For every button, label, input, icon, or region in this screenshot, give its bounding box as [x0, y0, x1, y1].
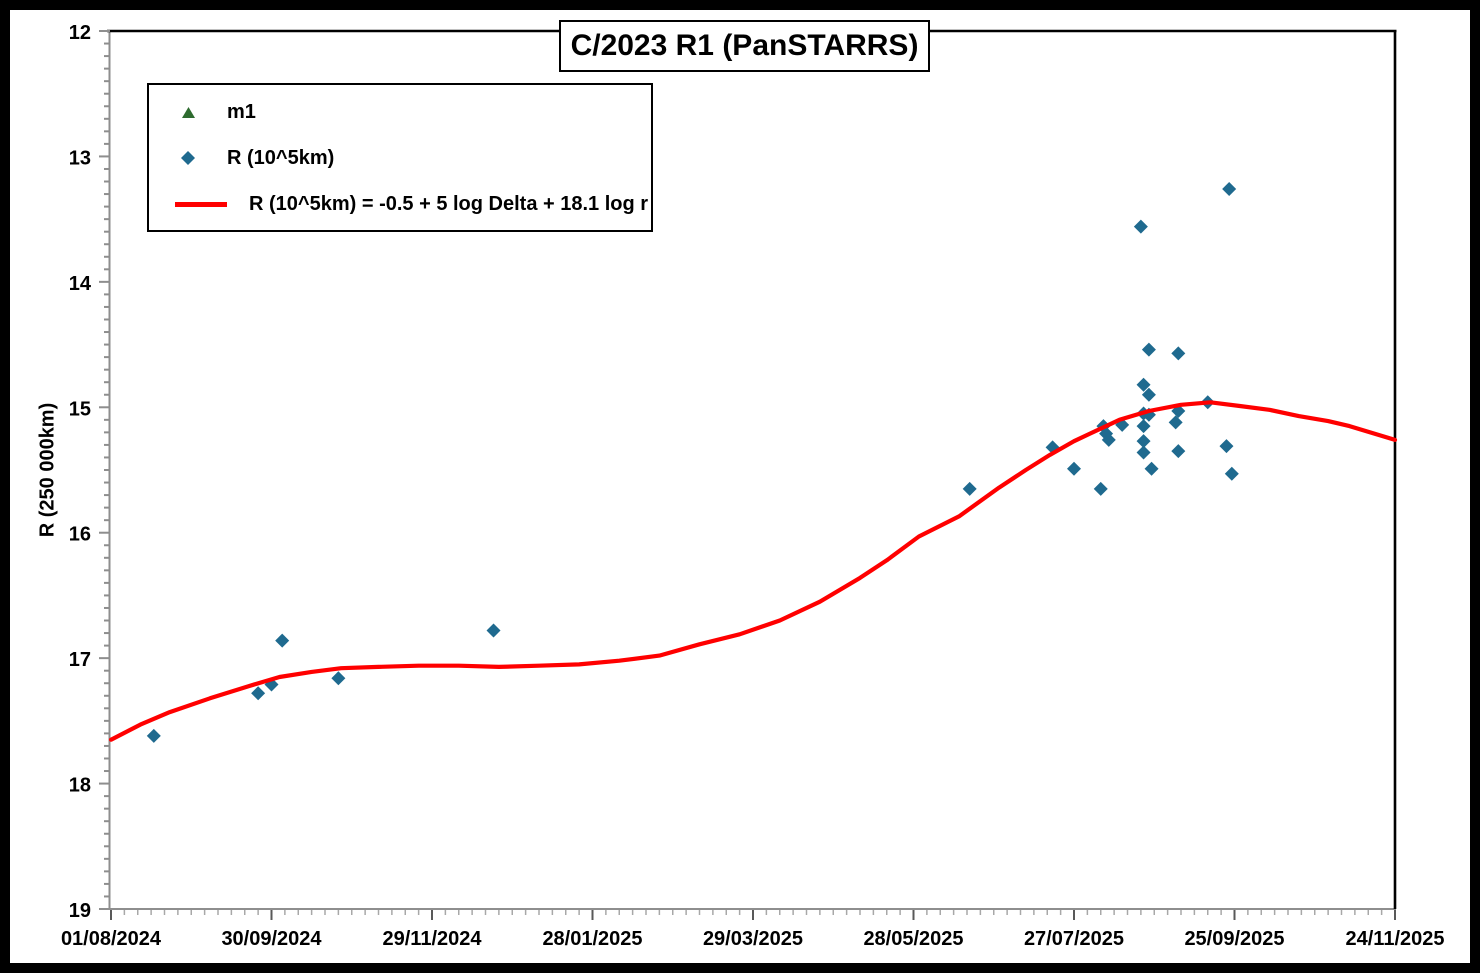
data-point-diamond: [962, 481, 977, 496]
data-point-diamond: [1067, 461, 1081, 476]
y-tick-label: 16: [69, 524, 91, 546]
x-tick-label: 01/08/2024: [61, 928, 162, 950]
y-tick-label: 14: [69, 273, 92, 295]
data-point-diamond: [251, 686, 266, 701]
y-tick-label: 19: [69, 900, 91, 922]
data-point-diamond: [486, 623, 501, 638]
data-point-diamond: [1136, 419, 1151, 434]
x-tick-label: 24/11/2025: [1346, 928, 1445, 950]
legend: m1 R (10^5km) R (10^5km) = -0.5 + 5 log …: [147, 83, 653, 232]
legend-item-trendline: R (10^5km) = -0.5 + 5 log Delta + 18.1 l…: [149, 187, 651, 221]
y-tick-label: 15: [69, 398, 91, 420]
data-point-diamond: [1141, 387, 1156, 402]
data-point-diamond: [1144, 461, 1159, 476]
x-tick-label: 27/07/2025: [1024, 928, 1124, 950]
legend-item-r: R (10^5km): [149, 141, 651, 175]
data-point-diamond: [1219, 439, 1234, 454]
data-point-diamond: [1136, 377, 1151, 392]
data-point-diamond: [1141, 342, 1156, 357]
x-tick-label: 25/09/2025: [1184, 928, 1284, 950]
data-point-diamond: [1168, 415, 1183, 430]
data-point-diamond: [1101, 432, 1116, 447]
trendline-icon: [175, 201, 227, 207]
data-point-diamond: [1171, 444, 1186, 459]
legend-item-m1: m1: [149, 95, 651, 129]
series-diamond-points: [146, 182, 1239, 743]
x-tick-label: 28/05/2025: [863, 928, 963, 950]
axes: 12 13 14 15 16 17 18 19 01/08/2024 30/09/2024 29/1…: [61, 22, 1445, 950]
data-point-diamond: [1136, 445, 1151, 460]
trend-line: [108, 400, 1398, 742]
r-diamond-icon: [181, 151, 195, 165]
data-point-diamond: [1224, 466, 1239, 481]
y-tick-label: 17: [69, 649, 91, 671]
legend-label-r: R (10^5km): [227, 146, 335, 169]
chart-title: C/2023 R1 (PanSTARRS): [570, 29, 919, 62]
data-point-diamond: [331, 671, 346, 686]
data-point-diamond: [1093, 481, 1108, 496]
x-tick-label: 28/01/2025: [542, 928, 642, 950]
data-point-diamond: [1133, 219, 1148, 234]
x-tick-label: 29/03/2025: [703, 928, 803, 950]
legend-label-m1: m1: [227, 100, 256, 123]
m1-triangle-icon: [181, 106, 195, 118]
data-point-diamond: [1171, 346, 1186, 361]
data-point-diamond: [1222, 182, 1237, 197]
data-point-diamond: [275, 633, 290, 648]
y-axis-title: R (250 000km): [36, 402, 59, 538]
data-point-diamond: [1136, 434, 1151, 449]
y-tick-label: 18: [69, 775, 91, 797]
x-tick-label: 30/09/2024: [221, 928, 322, 950]
y-tick-label: 13: [69, 147, 91, 169]
chart-title-box: C/2023 R1 (PanSTARRS): [559, 20, 930, 72]
y-tick-label: 12: [69, 22, 91, 44]
data-point-diamond: [146, 728, 161, 743]
legend-label-trendline: R (10^5km) = -0.5 + 5 log Delta + 18.1 l…: [249, 192, 649, 215]
x-tick-label: 29/11/2024: [383, 928, 483, 950]
